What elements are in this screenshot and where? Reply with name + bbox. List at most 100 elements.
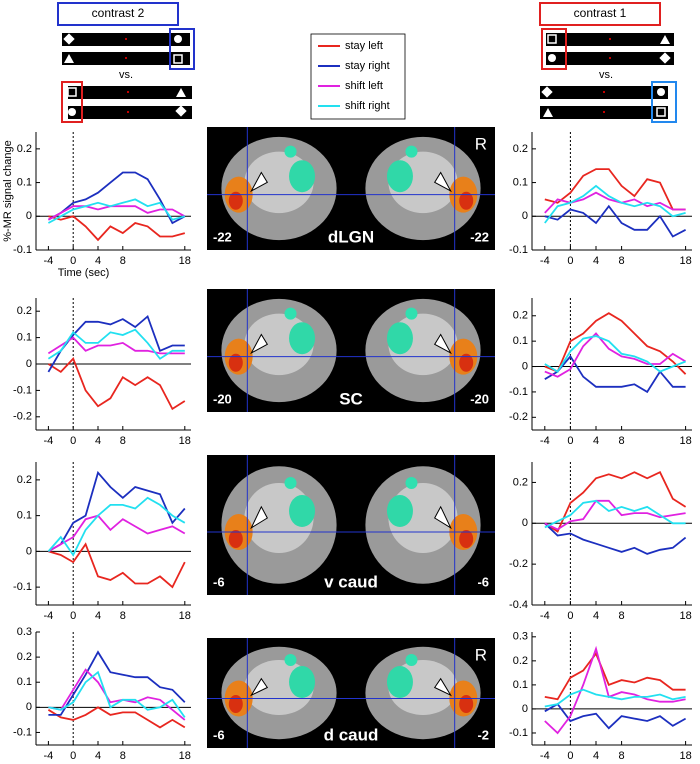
series-line (47, 336, 185, 355)
x-tick-label: 0 (567, 750, 573, 762)
slice-coordinate: -20 (470, 391, 489, 406)
x-tick-label: 0 (567, 435, 573, 447)
series-line (47, 198, 186, 224)
series-line (47, 470, 186, 553)
y-tick-label: -0.1 (13, 384, 32, 396)
x-tick-label: 18 (179, 255, 191, 267)
region-label: SC (339, 389, 363, 408)
pointer (433, 333, 452, 355)
legend-label: stay left (345, 40, 383, 52)
x-tick-label: -4 (540, 750, 550, 762)
series-line (544, 191, 686, 214)
contrast-label: contrast 1 (574, 6, 627, 20)
y-tick-label: 0.3 (17, 626, 32, 638)
x-tick-label: 0 (567, 255, 573, 267)
series-line (48, 215, 186, 242)
x-tick-label: 8 (120, 435, 126, 447)
y-tick-label: -0.1 (509, 244, 528, 256)
slice-coordinate: -22 (470, 229, 489, 244)
series-line (47, 357, 186, 411)
slice-coordinate: -2 (477, 727, 489, 742)
y-tick-label: 0.2 (17, 474, 32, 486)
x-tick-label: 8 (120, 750, 126, 762)
x-tick-label: 4 (593, 610, 599, 622)
activation-cyan (289, 160, 316, 193)
activation-cyan (284, 477, 297, 489)
activation-orange (459, 353, 474, 372)
y-tick-label: 0.1 (17, 332, 32, 344)
y-tick-label: -0.1 (509, 727, 528, 739)
x-tick-label: 4 (593, 435, 599, 447)
series-line (544, 522, 687, 555)
x-tick-label: 0 (70, 435, 76, 447)
y-tick-label: 0.2 (17, 143, 32, 155)
activation-orange (459, 695, 474, 713)
x-tick-label: 18 (679, 750, 691, 762)
activation-cyan (289, 322, 316, 355)
series-line (47, 314, 185, 373)
activation-cyan (284, 307, 297, 320)
x-tick-label: -4 (540, 255, 550, 267)
series-line (544, 688, 686, 708)
x-tick-label: 0 (70, 610, 76, 622)
y-tick-label: 0.2 (17, 305, 32, 317)
x-tick-label: 8 (619, 750, 625, 762)
y-tick-label: 0 (522, 517, 528, 529)
activation-cyan (284, 145, 297, 158)
series-line (544, 499, 686, 529)
series-line (544, 651, 686, 701)
y-tick-label: 0 (522, 360, 528, 372)
activation-cyan (405, 654, 418, 666)
x-tick-label: 4 (95, 435, 101, 447)
series-line (47, 496, 186, 557)
series-line (48, 542, 186, 589)
x-tick-label: -4 (44, 750, 54, 762)
series-line (544, 645, 686, 735)
activation-orange (228, 695, 243, 713)
y-tick-label: 0.3 (513, 631, 528, 643)
activation-cyan (289, 495, 316, 527)
activation-cyan (405, 307, 418, 320)
legend-label: shift right (345, 100, 390, 112)
series-line (544, 471, 687, 533)
pointer (434, 505, 452, 530)
activation-cyan (405, 477, 418, 489)
x-tick-label: -4 (44, 610, 54, 622)
pointer (433, 677, 452, 697)
activation-cyan (386, 160, 413, 193)
x-tick-label: 4 (95, 750, 101, 762)
y-tick-label: -0.2 (509, 558, 528, 570)
activation-orange (228, 191, 243, 210)
x-tick-label: 0 (70, 255, 76, 267)
y-tick-label: -0.4 (509, 599, 528, 611)
y-tick-label: 0.1 (513, 176, 528, 188)
stimulus-diagram (540, 28, 677, 123)
activation-cyan (289, 666, 316, 698)
y-tick-label: 0 (522, 703, 528, 715)
y-tick-label: 0.2 (17, 651, 32, 663)
slice-coordinate: -20 (213, 391, 232, 406)
legend-box (310, 33, 406, 120)
vs-label: vs. (599, 69, 613, 81)
pointer (433, 171, 452, 193)
pointer (250, 333, 269, 355)
x-tick-label: 18 (179, 435, 191, 447)
slice-coordinate: -6 (477, 574, 489, 589)
activation-orange (459, 530, 474, 548)
series-line (544, 204, 687, 238)
series-line (47, 328, 185, 360)
y-tick-label: -0.1 (509, 386, 528, 398)
x-tick-label: 8 (619, 610, 625, 622)
activation-orange (228, 530, 243, 548)
series-line (47, 514, 186, 553)
activation-cyan (405, 145, 418, 158)
y-tick-label: -0.1 (13, 581, 32, 593)
series-line (544, 184, 686, 224)
x-tick-label: 18 (679, 610, 691, 622)
series-line (544, 332, 687, 378)
vs-label: vs. (119, 69, 133, 81)
series-line (48, 668, 186, 721)
y-tick-label: 0 (26, 701, 32, 713)
x-tick-label: 4 (95, 255, 101, 267)
